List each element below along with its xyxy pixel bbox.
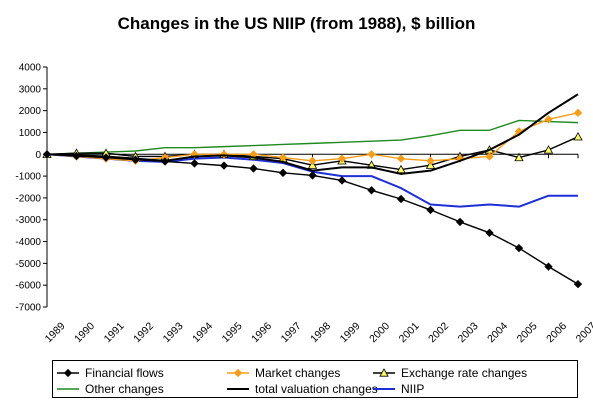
data-point-exchange-rate-changes (514, 152, 524, 162)
data-point-exchange-rate-changes (573, 131, 583, 141)
data-point-financial-flows (308, 171, 317, 180)
legend-marker (379, 368, 389, 377)
data-point-financial-flows (337, 176, 347, 185)
legend-marker (63, 368, 73, 378)
y-tick-label: 4000 (19, 63, 42, 74)
data-point-financial-flows (514, 243, 524, 253)
legend-label: Other changes (85, 382, 164, 396)
chart-title: Changes in the US NIIP (from 1988), $ bi… (117, 14, 476, 33)
legend-item-other-changes: Other changes (57, 382, 164, 396)
data-point-financial-flows (42, 150, 52, 159)
legend-label: Market changes (255, 366, 340, 380)
y-tick-label: -2000 (15, 193, 41, 204)
y-tick-label: -7000 (15, 303, 41, 314)
data-point-market-changes (544, 115, 553, 124)
x-tick-label: 1999 (338, 320, 363, 345)
x-tick-label: 1993 (161, 320, 186, 345)
x-tick-label: 2005 (515, 320, 540, 345)
x-tick-label: 1995 (220, 320, 245, 345)
x-tick-label: 1994 (190, 320, 215, 345)
data-point-market-changes (308, 156, 317, 165)
chart-legend: Financial flows Market changes Exchange ra… (52, 360, 578, 398)
x-tick-label: 2001 (397, 320, 422, 345)
data-point-financial-flows (131, 155, 140, 164)
x-tick-label: 2003 (456, 320, 481, 345)
x-tick-label: 1997 (279, 320, 304, 345)
data-point-financial-flows (396, 194, 406, 204)
data-point-financial-flows (219, 161, 229, 170)
legend-item-market-changes: Market changes (227, 366, 340, 380)
y-tick-label: -6000 (15, 281, 41, 292)
y-tick-label: 1000 (19, 128, 42, 139)
data-point-market-changes (396, 154, 406, 163)
series-line-market-changes (46, 112, 579, 162)
series-other-changes (46, 119, 579, 155)
legend-label: Financial flows (85, 366, 164, 380)
x-tick-label: 1990 (72, 320, 97, 345)
legend-item-niip: NIIP (373, 382, 424, 396)
data-point-financial-flows (72, 151, 81, 161)
x-tick-label: 1992 (131, 320, 156, 345)
x-tick-label: 2007 (574, 320, 593, 345)
data-point-market-changes (337, 154, 347, 163)
y-tick-label: -5000 (15, 259, 41, 270)
data-point-market-changes (367, 150, 376, 159)
data-point-financial-flows (455, 217, 465, 227)
data-point-financial-flows (485, 228, 494, 237)
y-tick-label: 0 (35, 150, 41, 161)
data-point-exchange-rate-changes (396, 164, 406, 174)
x-tick-label: 1989 (43, 320, 68, 345)
data-point-financial-flows (367, 186, 376, 195)
x-tick-label: 2000 (367, 320, 392, 345)
x-tick-label: 1991 (102, 320, 127, 345)
data-point-financial-flows (101, 153, 111, 162)
x-tick-label: 1998 (308, 320, 333, 345)
x-tick-label: 2004 (485, 320, 510, 345)
legend-label: Exchange rate changes (401, 366, 527, 380)
y-tick-label: 2000 (19, 106, 42, 117)
legend-item-exchange-rate-changes: Exchange rate changes (373, 366, 527, 380)
data-point-financial-flows (426, 205, 435, 215)
series-line-other-changes (46, 119, 579, 155)
legend-label: NIIP (401, 382, 424, 396)
data-point-financial-flows (190, 159, 199, 168)
data-point-exchange-rate-changes (543, 145, 554, 154)
legend-label: total valuation changes (255, 382, 378, 396)
series-financial-flows (42, 150, 583, 289)
data-point-financial-flows (544, 262, 553, 271)
x-tick-label: 2002 (426, 320, 451, 345)
data-point-financial-flows (573, 279, 583, 289)
x-tick-label: 1996 (249, 320, 274, 345)
data-point-market-changes (573, 108, 583, 117)
series-exchange-rate-changes (42, 131, 583, 174)
data-point-financial-flows (249, 164, 258, 173)
y-tick-label: -1000 (15, 172, 41, 183)
data-point-financial-flows (160, 157, 170, 166)
y-tick-label: 3000 (19, 84, 42, 95)
legend-svg: Financial flows Market changes Exchange ra… (57, 366, 527, 396)
data-point-market-changes (426, 156, 435, 165)
x-tick-label: 2006 (544, 320, 569, 345)
data-point-market-changes (485, 152, 494, 161)
data-point-financial-flows (278, 168, 288, 177)
y-tick-label: -4000 (15, 237, 41, 248)
legend-marker (233, 368, 243, 378)
y-tick-label: -3000 (15, 215, 41, 226)
legend-item-financial-flows: Financial flows (57, 366, 164, 380)
legend-item-total-valuation-changes: total valuation changes (227, 382, 378, 396)
